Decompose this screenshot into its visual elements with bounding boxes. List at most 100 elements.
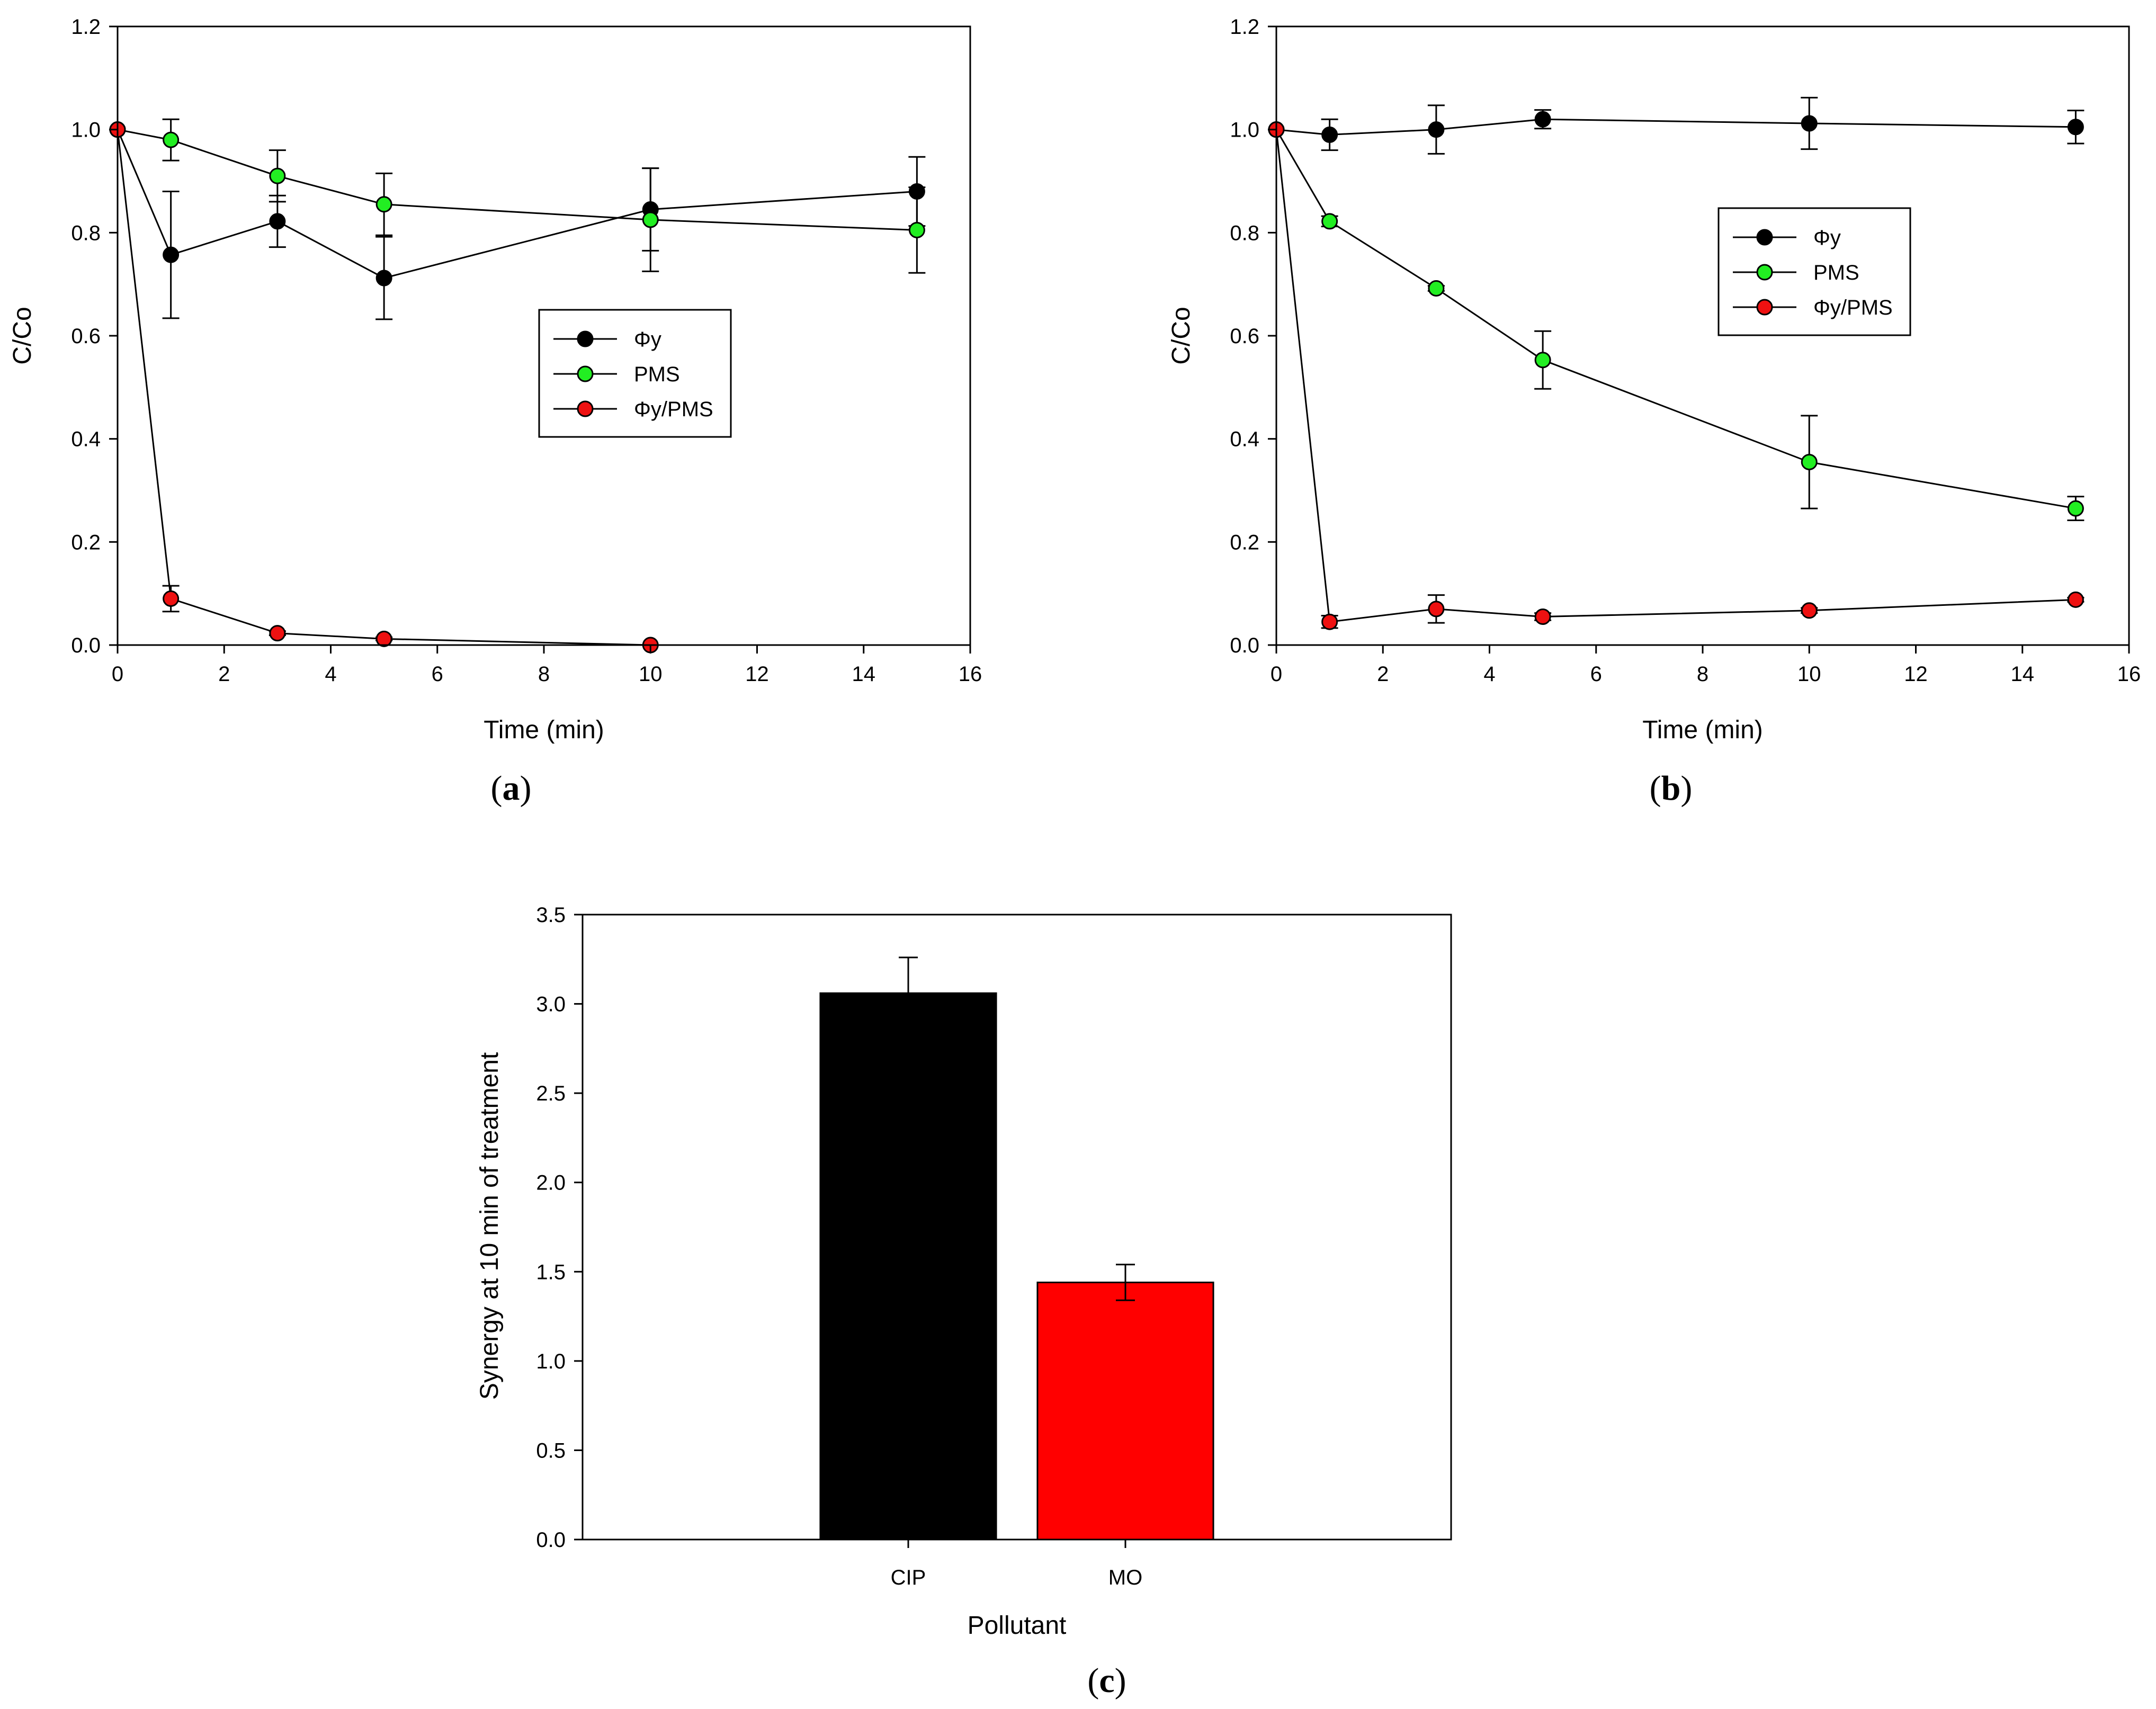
c-ytick-label: 1.5 — [536, 1260, 566, 1284]
b-xtick-label: 8 — [1697, 663, 1708, 686]
b-legend-marker — [1756, 299, 1773, 316]
panel-b-xlabel: Time (min) — [1642, 716, 1763, 744]
a-series-2-point — [375, 630, 392, 647]
a-series-1-line — [117, 129, 917, 231]
b-legend-marker — [1756, 229, 1773, 246]
a-ytick-label: 0.4 — [71, 428, 101, 451]
b-series-2-point — [1534, 608, 1551, 625]
b-series-2-point — [1321, 613, 1338, 630]
panel-a-label-open: ( — [491, 769, 503, 808]
b-series-1-point — [1428, 280, 1445, 297]
panel-b-label-letter: b — [1661, 769, 1681, 808]
panel-c-label-letter: c — [1099, 1661, 1114, 1700]
panel-a-label: (a) — [491, 769, 532, 808]
b-xtick-label: 6 — [1590, 663, 1602, 686]
a-ytick-label: 1.2 — [71, 15, 101, 39]
c-ytick-label: 2.5 — [536, 1082, 566, 1105]
a-series-1-point — [375, 196, 392, 213]
b-legend-label: Φy/PMS — [1813, 296, 1893, 319]
b-series-0-line — [1276, 118, 2076, 136]
panel-b-label-open: ( — [1650, 769, 1661, 808]
panel-a-label-letter: a — [503, 769, 520, 808]
a-xtick-label: 10 — [639, 663, 663, 686]
a-xtick-label: 16 — [959, 663, 982, 686]
panel-b-label: (b) — [1650, 769, 1693, 808]
panel-a-xlabel: Time (min) — [484, 716, 604, 744]
a-ytick-label: 0.0 — [71, 634, 101, 657]
b-xtick-label: 14 — [2011, 663, 2035, 686]
b-series-2-point — [1801, 602, 1818, 619]
panel-b-legend-entries: Φy PMS Φy/PMS — [1733, 226, 1893, 319]
b-ytick-label: 0.2 — [1230, 531, 1259, 554]
b-series-0-point — [1428, 121, 1445, 138]
a-xtick-label: 14 — [852, 663, 876, 686]
a-ytick-label: 0.8 — [71, 221, 101, 245]
a-xtick-label: 4 — [325, 663, 336, 686]
c-ytick-label: 0.0 — [536, 1528, 566, 1552]
a-ytick-label: 1.0 — [71, 119, 101, 142]
a-legend-label: Φy — [634, 328, 661, 351]
b-legend-label: PMS — [1813, 261, 1859, 284]
b-series-1-point — [1534, 352, 1551, 369]
b-series-0-point — [1801, 115, 1818, 132]
b-series-0-point — [1534, 111, 1551, 128]
panel-c-plot-area — [819, 956, 1214, 1541]
panel-b: 0 2 4 6 8 10 12 14 16 0.0 0.2 0.4 0.6 0.8 1.0 1.2 Time … — [1167, 15, 2141, 808]
panel-b-frame — [1275, 25, 2130, 646]
panel-c-ylabel: Synergy at 10 min of treatment — [476, 1052, 504, 1400]
b-xtick-label: 16 — [2117, 663, 2141, 686]
a-series-0-point — [163, 246, 180, 263]
c-xtick-label: MO — [1108, 1566, 1142, 1589]
c-xtick-label: CIP — [891, 1566, 926, 1589]
a-xtick-label: 2 — [218, 663, 230, 686]
a-series-1-point — [269, 167, 286, 184]
a-legend-label: Φy/PMS — [634, 398, 713, 421]
panel-b-axes: 0 2 4 6 8 10 12 14 16 0.0 0.2 0.4 0.6 0.8 1.0 1.2 — [1230, 15, 2141, 686]
panel-c-label-open: ( — [1087, 1661, 1099, 1700]
panel-a: 0 2 4 6 8 10 12 14 16 0.0 0.2 0.4 0.6 0.8 1.0 1.2 Time … — [8, 15, 982, 808]
panel-c-xlabel: Pollutant — [968, 1612, 1067, 1640]
a-legend-marker — [577, 365, 594, 382]
panel-a-legend-entries: Φy PMS Φy/PMS — [553, 328, 713, 421]
panel-c-label: (c) — [1087, 1661, 1126, 1700]
panel-b-label-close: ) — [1680, 769, 1692, 808]
a-legend-marker — [577, 330, 594, 347]
panel-a-ylabel: C/Co — [8, 307, 37, 364]
a-series-2-point — [269, 625, 286, 642]
b-series-1-point — [1321, 213, 1338, 230]
c-ytick-label: 3.5 — [536, 903, 566, 927]
a-ytick-label: 0.6 — [71, 325, 101, 348]
a-xtick-label: 0 — [112, 663, 123, 686]
c-ytick-label: 0.5 — [536, 1439, 566, 1462]
b-legend-marker — [1756, 264, 1773, 281]
panel-a-label-close: ) — [520, 769, 532, 808]
c-bar-mo — [1036, 1282, 1214, 1541]
a-legend-label: PMS — [634, 363, 680, 386]
b-xtick-label: 0 — [1271, 663, 1282, 686]
b-series-2-line — [1275, 129, 2076, 623]
b-ytick-label: 0.6 — [1230, 325, 1259, 348]
b-ytick-label: 1.2 — [1230, 15, 1259, 39]
b-ytick-label: 0.8 — [1230, 221, 1259, 245]
c-bar-cip — [819, 992, 997, 1541]
panel-b-plot-area — [1268, 96, 2085, 630]
panel-c-axes: 0.0 0.5 1.0 1.5 2.0 2.5 3.0 3.5 CIP MO — [536, 903, 1142, 1589]
a-series-2-point — [163, 590, 180, 607]
panel-a-legend: Φy PMS Φy/PMS — [538, 309, 732, 438]
b-series-0-point — [1321, 126, 1338, 143]
b-ytick-label: 1.0 — [1230, 119, 1259, 142]
panel-b-ylabel: C/Co — [1167, 307, 1195, 364]
a-series-1-point — [163, 131, 180, 148]
panel-c-label-close: ) — [1115, 1661, 1126, 1700]
b-xtick-label: 4 — [1483, 663, 1495, 686]
a-series-1-point — [908, 221, 925, 238]
panel-b-legend: Φy PMS Φy/PMS — [1717, 207, 1911, 336]
b-xtick-label: 10 — [1797, 663, 1821, 686]
b-series-1-point — [2067, 500, 2084, 517]
b-ytick-label: 0.4 — [1230, 428, 1259, 451]
b-series-2-point — [2067, 591, 2084, 608]
b-series-1-line — [1275, 129, 2076, 509]
a-xtick-label: 8 — [538, 663, 550, 686]
